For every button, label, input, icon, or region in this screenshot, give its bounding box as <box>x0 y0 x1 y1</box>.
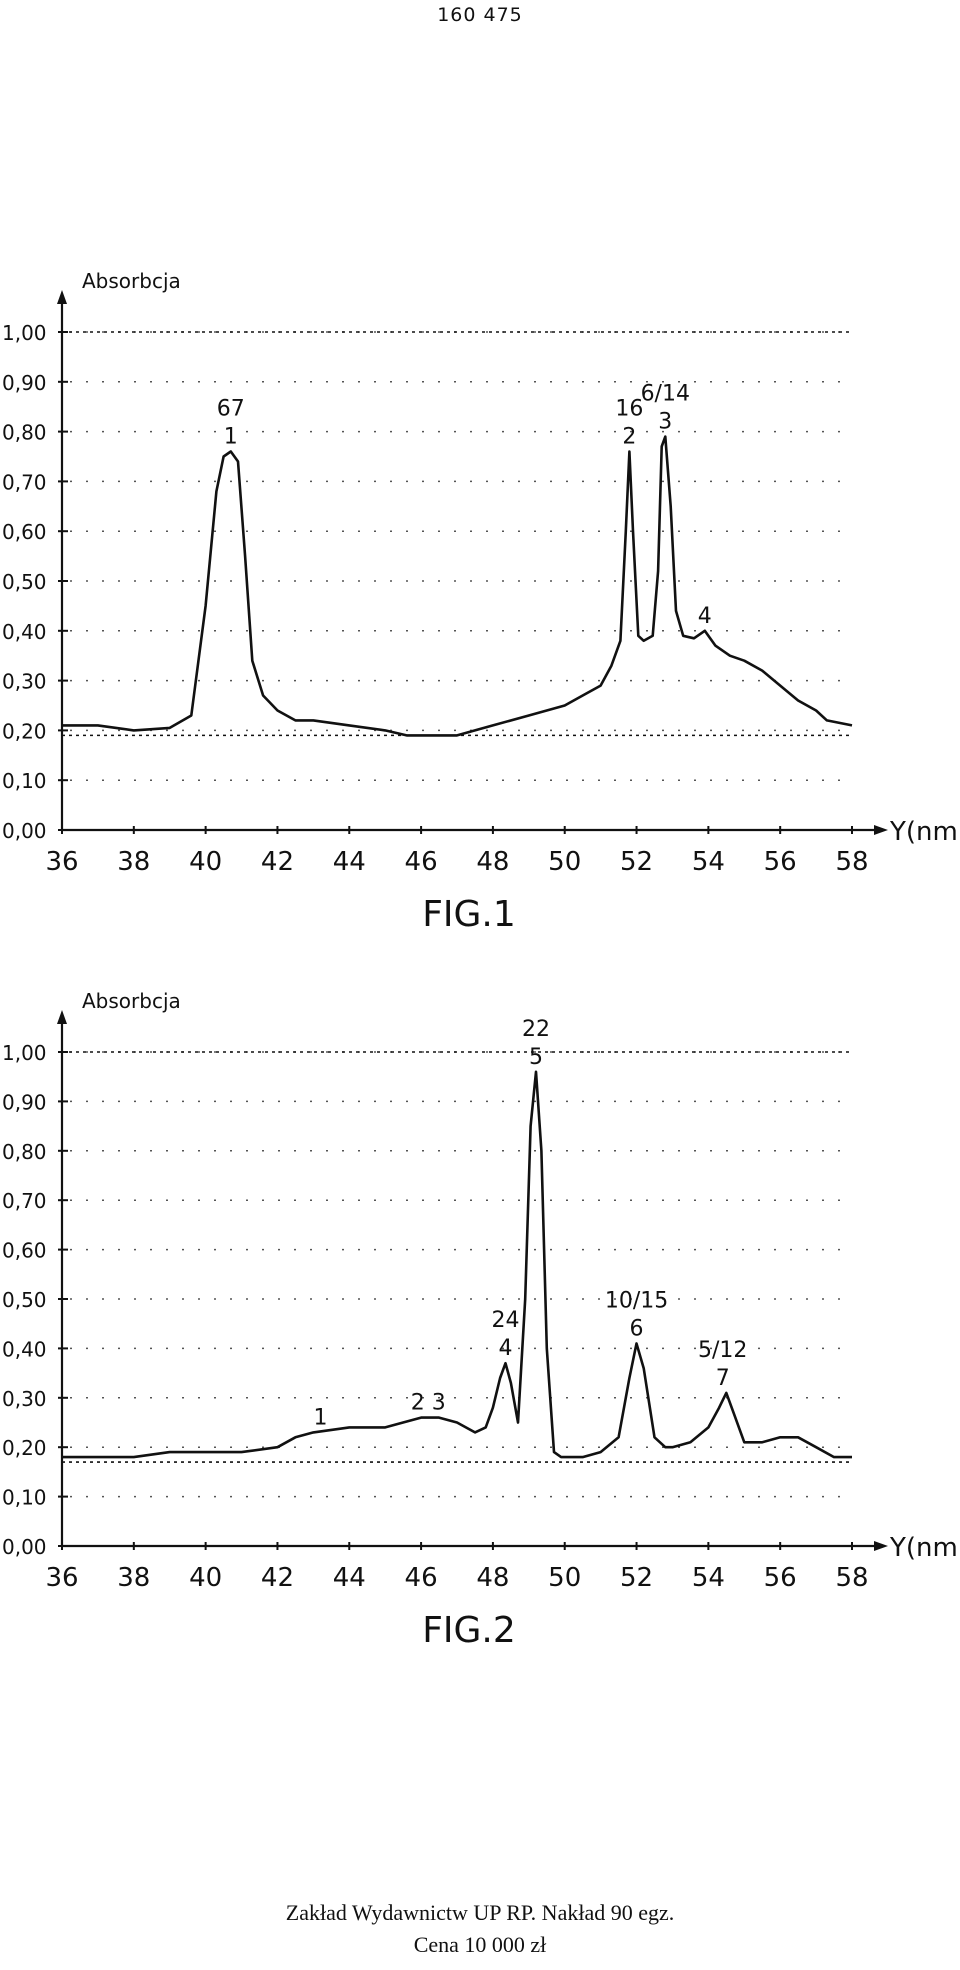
peak-ratio-label: 16 <box>615 397 643 422</box>
y-tick-label: 0,50 <box>2 570 47 594</box>
x-axis-label: Y(nm) <box>889 1533 960 1563</box>
y-tick-label: 0,30 <box>2 670 47 694</box>
x-tick-label: 36 <box>45 1563 78 1593</box>
x-tick-label: 42 <box>261 847 294 877</box>
absorbance-series-line <box>62 435 853 737</box>
y-tick-label: 1,00 <box>2 321 47 345</box>
peak-number-label: 7 <box>716 1366 730 1391</box>
x-tick-label: 38 <box>117 847 150 877</box>
y-tick-label: 0,80 <box>2 1140 47 1164</box>
footer-price: Cena 10 000 zł <box>413 1932 547 1957</box>
x-tick-label: 40 <box>189 1563 222 1593</box>
x-tick-label: 58 <box>835 1563 868 1593</box>
y-tick-label: 1,00 <box>2 1041 47 1065</box>
x-tick-label: 52 <box>620 847 653 877</box>
y-tick-label: 0,10 <box>2 1486 47 1510</box>
peak-ratio-label: 67 <box>217 397 245 422</box>
peak-number-label: 3 <box>658 410 672 435</box>
y-tick-label: 0,20 <box>2 1436 47 1460</box>
footer-publisher: Zakład Wydawnictw UP RP. Nakład 90 egz. <box>285 1900 675 1925</box>
x-tick-label: 44 <box>333 847 366 877</box>
x-axis-label: Y(nm) <box>889 817 960 847</box>
peak-ratio-label: 24 <box>491 1308 519 1333</box>
x-tick-label: 44 <box>333 1563 366 1593</box>
x-axis-arrow <box>874 825 888 835</box>
y-tick-label: 0,70 <box>2 1189 47 1213</box>
y-axis-label: Absorbcja <box>82 269 181 293</box>
peak-number-label: 5 <box>529 1045 543 1070</box>
y-tick-label: 0,40 <box>2 620 47 644</box>
x-axis-arrow <box>874 1541 888 1551</box>
peak-number-label: 2 3 <box>411 1391 446 1416</box>
absorbance-series-line <box>62 1070 852 1459</box>
x-tick-label: 54 <box>692 847 725 877</box>
peak-number-label: 4 <box>698 604 712 629</box>
y-axis-label: Absorbcja <box>82 990 181 1013</box>
peak-ratio-label: 22 <box>522 1017 550 1042</box>
x-tick-label: 42 <box>261 1563 294 1593</box>
peak-number-label: 1 <box>224 425 238 450</box>
peak-number-label: 1 <box>314 1405 328 1430</box>
x-tick-label: 50 <box>548 847 581 877</box>
x-tick-label: 48 <box>476 1563 509 1593</box>
x-tick-label: 58 <box>835 847 868 877</box>
x-tick-label: 54 <box>692 1563 725 1593</box>
y-tick-label: 0,50 <box>2 1288 47 1312</box>
figure-caption: FIG.2 <box>422 1610 516 1651</box>
x-tick-label: 36 <box>45 847 78 877</box>
x-tick-label: 38 <box>117 1563 150 1593</box>
y-tick-label: 0,90 <box>2 371 47 395</box>
y-tick-label: 0,00 <box>2 1535 47 1559</box>
y-tick-label: 0,40 <box>2 1337 47 1361</box>
x-tick-label: 52 <box>620 1563 653 1593</box>
x-tick-label: 40 <box>189 847 222 877</box>
y-tick-label: 0,30 <box>2 1387 47 1411</box>
peak-number-label: 6 <box>630 1316 644 1341</box>
y-tick-label: 0,10 <box>2 769 47 793</box>
y-axis-arrow <box>57 290 67 304</box>
peak-number-label: 2 <box>622 425 636 450</box>
x-tick-label: 56 <box>764 1563 797 1593</box>
y-tick-label: 0,80 <box>2 421 47 445</box>
page-number: 160 475 <box>437 4 523 26</box>
peak-ratio-label: 6/14 <box>641 382 690 407</box>
peak-ratio-label: 5/12 <box>698 1338 747 1363</box>
y-tick-label: 0,60 <box>2 1239 47 1263</box>
peak-number-label: 4 <box>498 1336 512 1361</box>
y-axis-arrow <box>57 1010 67 1024</box>
x-tick-label: 46 <box>405 1563 438 1593</box>
y-tick-label: 0,60 <box>2 520 47 544</box>
x-tick-label: 46 <box>405 847 438 877</box>
peak-ratio-label: 10/15 <box>605 1288 668 1313</box>
y-tick-label: 0,90 <box>2 1090 47 1114</box>
y-tick-label: 0,70 <box>2 470 47 494</box>
x-tick-label: 50 <box>548 1563 581 1593</box>
x-tick-label: 48 <box>476 847 509 877</box>
y-tick-label: 0,20 <box>2 719 47 743</box>
y-tick-label: 0,00 <box>2 819 47 843</box>
figure-1-chart: Absorbcja Y(nm) 0,00 0,10 0,20 0,30 0,40 0,50 0,… <box>2 269 960 935</box>
figure-2-chart: Absorbcja Y(nm) 0,00 0,10 0,20 0,30 0,40 0,50 0,… <box>2 990 960 1651</box>
figure-caption: FIG.1 <box>422 894 516 935</box>
x-tick-label: 56 <box>764 847 797 877</box>
